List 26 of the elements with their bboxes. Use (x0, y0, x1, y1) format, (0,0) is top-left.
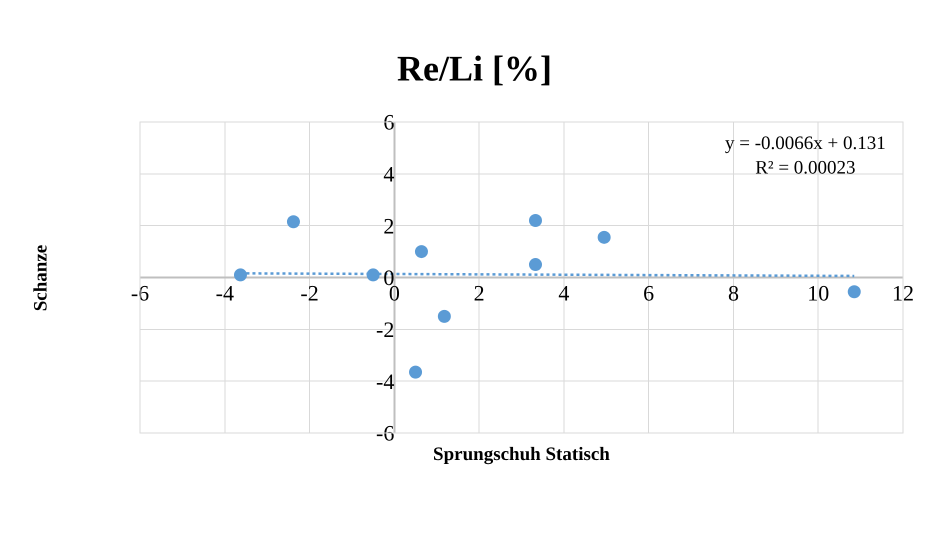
x-tick-label: 6 (643, 280, 654, 306)
point (409, 366, 422, 379)
x-tick-label: 8 (728, 280, 739, 306)
y-tick-label: 2 (383, 213, 394, 238)
x-tick-label: 2 (474, 280, 485, 306)
x-tick-label: 10 (807, 280, 830, 306)
x-axis-title: Sprungschuh Statisch (433, 444, 610, 465)
point (598, 230, 611, 244)
point (438, 310, 451, 323)
point (414, 245, 428, 258)
y-axis-title: Schanze (30, 244, 52, 312)
annotation: R² = 0.00023 (755, 158, 856, 179)
x-tick-label: -2 (300, 280, 319, 306)
x-tick-label: 12 (892, 280, 914, 306)
point (234, 268, 247, 282)
chart-title: Re/Li [%] (397, 48, 552, 88)
annotation: y = -0.0066x + 0.131 (725, 133, 886, 154)
y-tick-label: -4 (376, 368, 394, 394)
point (286, 215, 300, 228)
y-tick-label: -2 (376, 317, 394, 342)
x-tick-label: 4 (558, 280, 570, 306)
y-tick-label: 4 (383, 162, 394, 187)
x-tick-label: -4 (216, 280, 234, 306)
point (848, 285, 861, 298)
point (528, 214, 542, 227)
point (528, 258, 542, 272)
